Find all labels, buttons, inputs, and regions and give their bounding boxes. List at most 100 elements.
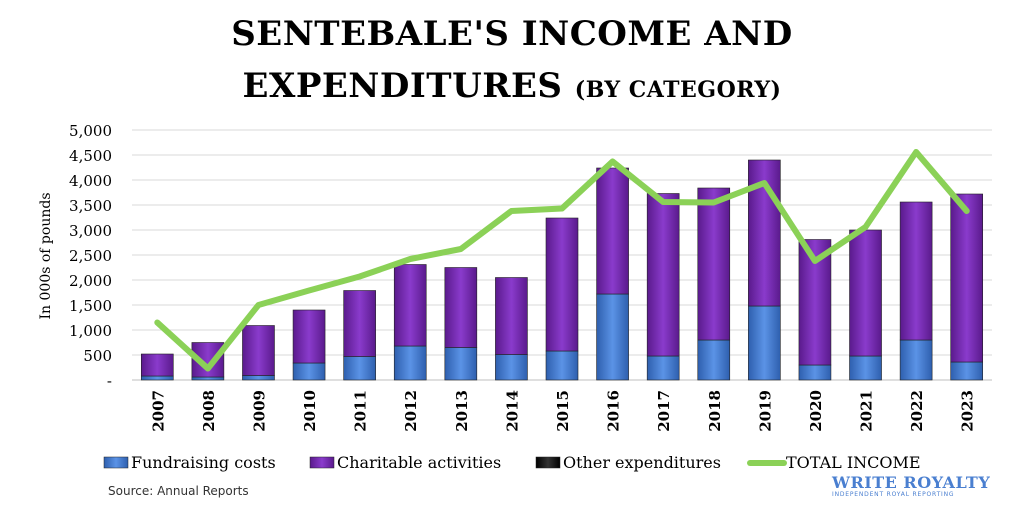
bar-fundraising	[242, 375, 275, 381]
x-tick-label: 2015	[554, 390, 572, 432]
income-point	[257, 304, 259, 306]
bar-charitable	[545, 217, 579, 352]
y-tick-label: 4,000	[69, 172, 112, 190]
legend-label: Fundraising costs	[131, 453, 276, 472]
bar-fundraising	[444, 347, 478, 381]
chart-title-line-2: EXPENDITURES (BY CATEGORY)	[0, 66, 1024, 106]
x-tick-label: 2021	[858, 390, 876, 432]
y-tick-label: 500	[83, 347, 112, 365]
logo-tagline: INDEPENDENT ROYAL REPORTING	[832, 491, 955, 498]
income-point	[966, 210, 968, 212]
x-tick-label: 2013	[453, 390, 471, 432]
chart-title-suffix: (BY CATEGORY)	[574, 77, 782, 103]
bar-fundraising	[343, 356, 376, 381]
x-tick-label: 2008	[200, 390, 218, 432]
source-note: Source: Annual Reports	[108, 484, 249, 498]
income-point	[207, 368, 209, 369]
income-point	[865, 226, 867, 228]
bar-charitable	[596, 167, 629, 295]
y-tick-label: 3,500	[69, 197, 112, 215]
income-line	[154, 149, 970, 372]
bar-charitable	[646, 193, 680, 357]
bar-fundraising	[798, 364, 832, 381]
legend-swatch	[535, 456, 561, 469]
y-axis: - 500 1,000 1,500 2,000 2,500 3,000 3,500 4,000 4…	[69, 122, 112, 390]
legend-swatch	[103, 456, 129, 469]
legend-label: Other expenditures	[563, 453, 721, 472]
y-axis-title: In 000s of pounds	[38, 193, 54, 320]
bar-charitable	[495, 277, 528, 355]
legend-swatch	[309, 456, 335, 469]
y-tick-label: 5,000	[69, 122, 112, 140]
bar-fundraising	[697, 339, 731, 381]
x-tick-label: 2010	[301, 390, 319, 432]
bar-charitable	[697, 187, 731, 341]
bar-charitable	[242, 325, 275, 376]
income-point	[460, 248, 462, 250]
y-axis-label-group: In 000s of pounds	[38, 193, 54, 320]
y-tick-label: 2,000	[69, 272, 112, 290]
x-tick-label: 2011	[352, 390, 370, 432]
income-point	[763, 182, 765, 184]
bar-charitable	[950, 193, 984, 363]
x-tick-label: 2020	[807, 390, 825, 432]
x-tick-label: 2012	[402, 390, 420, 432]
income-point	[359, 276, 361, 277]
x-axis: 2007 2008 2009 2010 2011 2012 2013 2014 2015 2016…	[149, 390, 976, 432]
chart-title-line-1: SENTEBALE'S INCOME AND	[231, 14, 793, 54]
income-point	[561, 208, 563, 209]
legend-item: TOTAL INCOME	[747, 453, 921, 472]
income-point	[510, 210, 512, 212]
chart-title-main: EXPENDITURES	[242, 66, 563, 106]
bar-fundraising	[545, 350, 579, 381]
income-point	[915, 151, 917, 153]
bar-fundraising	[849, 355, 882, 381]
legend-item: Other expenditures	[535, 453, 721, 472]
bar-charitable	[140, 353, 174, 377]
income-point	[713, 202, 715, 203]
bar-fundraising	[748, 305, 781, 381]
x-tick-label: 2009	[250, 390, 268, 432]
x-tick-label: 2022	[908, 390, 926, 432]
logo-text: WRITE ROYALTY	[832, 473, 991, 492]
bar-charitable	[899, 201, 933, 341]
income-point	[662, 201, 664, 203]
bar-charitable	[393, 264, 427, 347]
bar-fundraising	[950, 361, 984, 381]
x-tick-label: 2017	[655, 390, 673, 432]
legend-item: Fundraising costs	[103, 453, 276, 472]
bar-fundraising	[292, 362, 326, 381]
bar-fundraising	[393, 345, 427, 381]
income-point	[612, 161, 614, 162]
income-point	[308, 290, 310, 291]
bars	[140, 159, 984, 381]
bar-charitable	[292, 309, 326, 364]
bar-fundraising	[596, 293, 629, 381]
legend: Fundraising costs Charitable activities Ot…	[103, 453, 921, 472]
y-tick-label: 1,500	[69, 297, 112, 315]
y-tick-label: 3,000	[69, 222, 112, 240]
legend-item: Charitable activities	[309, 453, 501, 472]
bar-charitable	[444, 267, 478, 348]
bar-charitable	[849, 229, 882, 357]
write-royalty-logo: WRITE ROYALTY INDEPENDENT ROYAL REPORTIN…	[832, 475, 992, 499]
income-point	[409, 258, 411, 260]
x-tick-label: 2007	[149, 390, 167, 432]
y-tick-label: 4,500	[69, 147, 112, 165]
bar-fundraising	[899, 339, 933, 381]
bar-fundraising	[646, 355, 680, 381]
bar-fundraising	[495, 354, 528, 381]
y-tick-label: -	[107, 372, 112, 390]
bar-fundraising	[140, 375, 174, 381]
bar-charitable	[343, 290, 376, 357]
x-tick-label: 2023	[959, 390, 977, 432]
x-tick-label: 2018	[706, 390, 724, 432]
income-point	[814, 260, 816, 262]
legend-label: Charitable activities	[337, 453, 501, 472]
x-tick-label: 2014	[503, 390, 521, 432]
legend-label: TOTAL INCOME	[786, 453, 921, 472]
x-tick-label: 2016	[605, 390, 623, 432]
bar-fundraising	[191, 376, 225, 381]
income-point	[156, 322, 158, 323]
